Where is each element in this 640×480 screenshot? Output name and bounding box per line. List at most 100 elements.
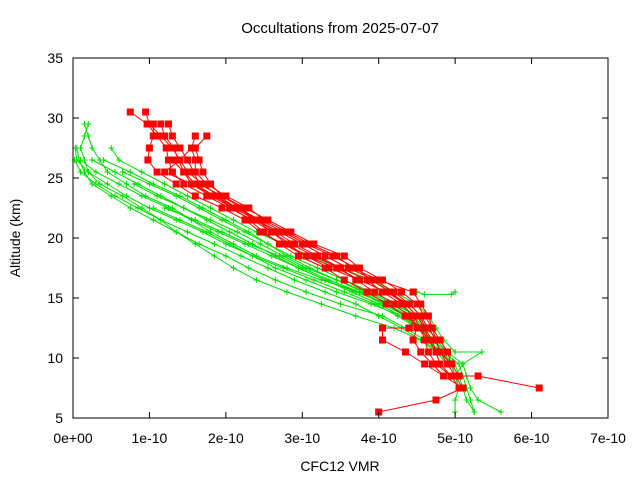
y-tick-label-5: 30: [47, 110, 63, 126]
data-point-0-5-0: [191, 132, 199, 140]
data-point-0-7-10: [321, 264, 329, 272]
data-point-0-5-11: [348, 264, 356, 272]
data-point-0-0-20: [424, 348, 432, 356]
data-point-1-11-1: [192, 217, 199, 223]
data-point-0-2-3: [144, 156, 152, 164]
data-point-0-0-12: [310, 252, 318, 260]
data-point-0-3-16: [413, 312, 421, 320]
data-point-1-3-11: [310, 277, 317, 283]
data-point-0-2-9: [256, 228, 264, 236]
plot-area: [71, 108, 543, 416]
data-point-0-4-13: [379, 276, 386, 284]
data-point-1-8-11: [322, 289, 329, 295]
data-point-1-1-1: [81, 133, 88, 139]
data-point-1-2-7: [173, 229, 180, 235]
data-point-1-8-7: [211, 241, 218, 247]
data-point-0-2-12: [333, 264, 341, 272]
data-point-0-1-11: [298, 240, 306, 248]
data-point-1-12-7: [333, 289, 340, 295]
data-point-0-1-18: [424, 324, 432, 332]
x-tick-label-0: 0e+00: [53, 430, 93, 446]
data-point-0-6-0: [203, 132, 211, 140]
chart-title: Occultations from 2025-07-07: [241, 20, 439, 37]
data-point-1-11-6: [326, 277, 332, 283]
data-point-1-11-5: [299, 265, 306, 271]
data-point-0-7-6: [245, 216, 253, 224]
data-point-0-1-10: [275, 228, 283, 236]
data-point-0-1-12: [321, 252, 329, 260]
profile-line-1-6: [103, 159, 456, 365]
data-point-1-8-6: [184, 229, 191, 235]
data-point-1-4-0: [108, 145, 115, 151]
data-point-1-13-3: [452, 289, 459, 295]
data-point-1-11-4: [276, 253, 283, 259]
data-point-0-6-12: [352, 276, 360, 284]
data-point-1-11-2: [219, 229, 225, 235]
data-point-0-4-2: [176, 144, 184, 152]
data-point-0-0-24: [535, 384, 543, 392]
data-point-0-6-15: [405, 312, 413, 320]
data-point-0-8-9: [325, 264, 333, 272]
data-point-0-6-11: [337, 264, 344, 272]
data-point-1-7-3: [138, 193, 145, 199]
data-point-0-0-21: [432, 360, 440, 368]
profile-line-1-0: [84, 123, 475, 413]
data-point-0-4-15: [413, 300, 421, 308]
data-point-0-3-12: [352, 264, 360, 272]
data-point-0-3-22: [455, 384, 463, 392]
data-point-1-1-12: [230, 265, 237, 271]
data-point-0-1-6: [199, 180, 207, 188]
data-point-0-2-7: [218, 204, 226, 212]
data-point-0-6-1: [191, 144, 199, 152]
data-point-0-1-15: [390, 288, 398, 296]
data-point-1-1-0: [85, 121, 92, 127]
data-point-0-6-2: [195, 156, 203, 164]
data-point-0-5-15: [424, 312, 432, 320]
data-point-0-0-23: [474, 372, 482, 380]
data-point-1-10-5: [257, 241, 264, 247]
data-point-0-4-21: [455, 372, 463, 380]
data-point-1-4-4: [184, 193, 191, 199]
data-point-0-8-10: [356, 276, 364, 284]
data-point-0-1-22: [451, 372, 459, 380]
data-point-1-4-6: [230, 217, 237, 223]
data-point-1-1-13: [253, 277, 260, 283]
data-point-0-5-8: [283, 228, 291, 236]
data-point-1-10-8: [333, 277, 340, 283]
data-point-0-4-14: [398, 288, 406, 296]
data-point-1-8-3: [112, 193, 118, 199]
data-point-0-0-8: [226, 204, 234, 212]
data-point-1-11-3: [245, 241, 252, 247]
data-point-0-7-11: [340, 276, 348, 284]
data-point-0-6-20: [440, 372, 448, 380]
data-point-0-3-10: [302, 240, 310, 248]
profile-line-0-4: [168, 123, 460, 377]
y-tick-label-3: 20: [47, 230, 63, 246]
data-point-0-6-9: [291, 240, 299, 248]
data-point-1-7-8: [268, 253, 275, 259]
data-point-1-9-0: [119, 169, 126, 175]
data-point-1-9-2: [173, 193, 180, 199]
data-point-0-8-13: [417, 312, 425, 320]
data-point-0-8-8: [302, 252, 310, 260]
data-point-0-4-5: [195, 180, 203, 188]
y-tick-label-6: 35: [47, 50, 63, 66]
data-point-0-6-17: [409, 336, 417, 344]
data-point-1-12-8: [368, 301, 375, 307]
data-point-0-6-10: [314, 252, 322, 260]
data-point-1-9-1: [146, 181, 153, 187]
data-point-0-4-11: [340, 252, 348, 260]
data-point-1-12-0: [150, 205, 157, 211]
data-point-1-8-8: [238, 253, 245, 259]
data-point-0-5-19: [447, 360, 455, 368]
data-point-0-5-4: [203, 180, 211, 188]
data-point-0-4-19: [436, 348, 444, 356]
data-point-0-3-14: [386, 288, 394, 296]
data-point-1-6-9: [314, 265, 321, 271]
data-point-1-6-1: [127, 169, 134, 175]
data-point-0-0-9: [249, 216, 257, 224]
data-point-1-4-3: [161, 181, 168, 187]
data-point-1-0-4: [104, 169, 111, 175]
